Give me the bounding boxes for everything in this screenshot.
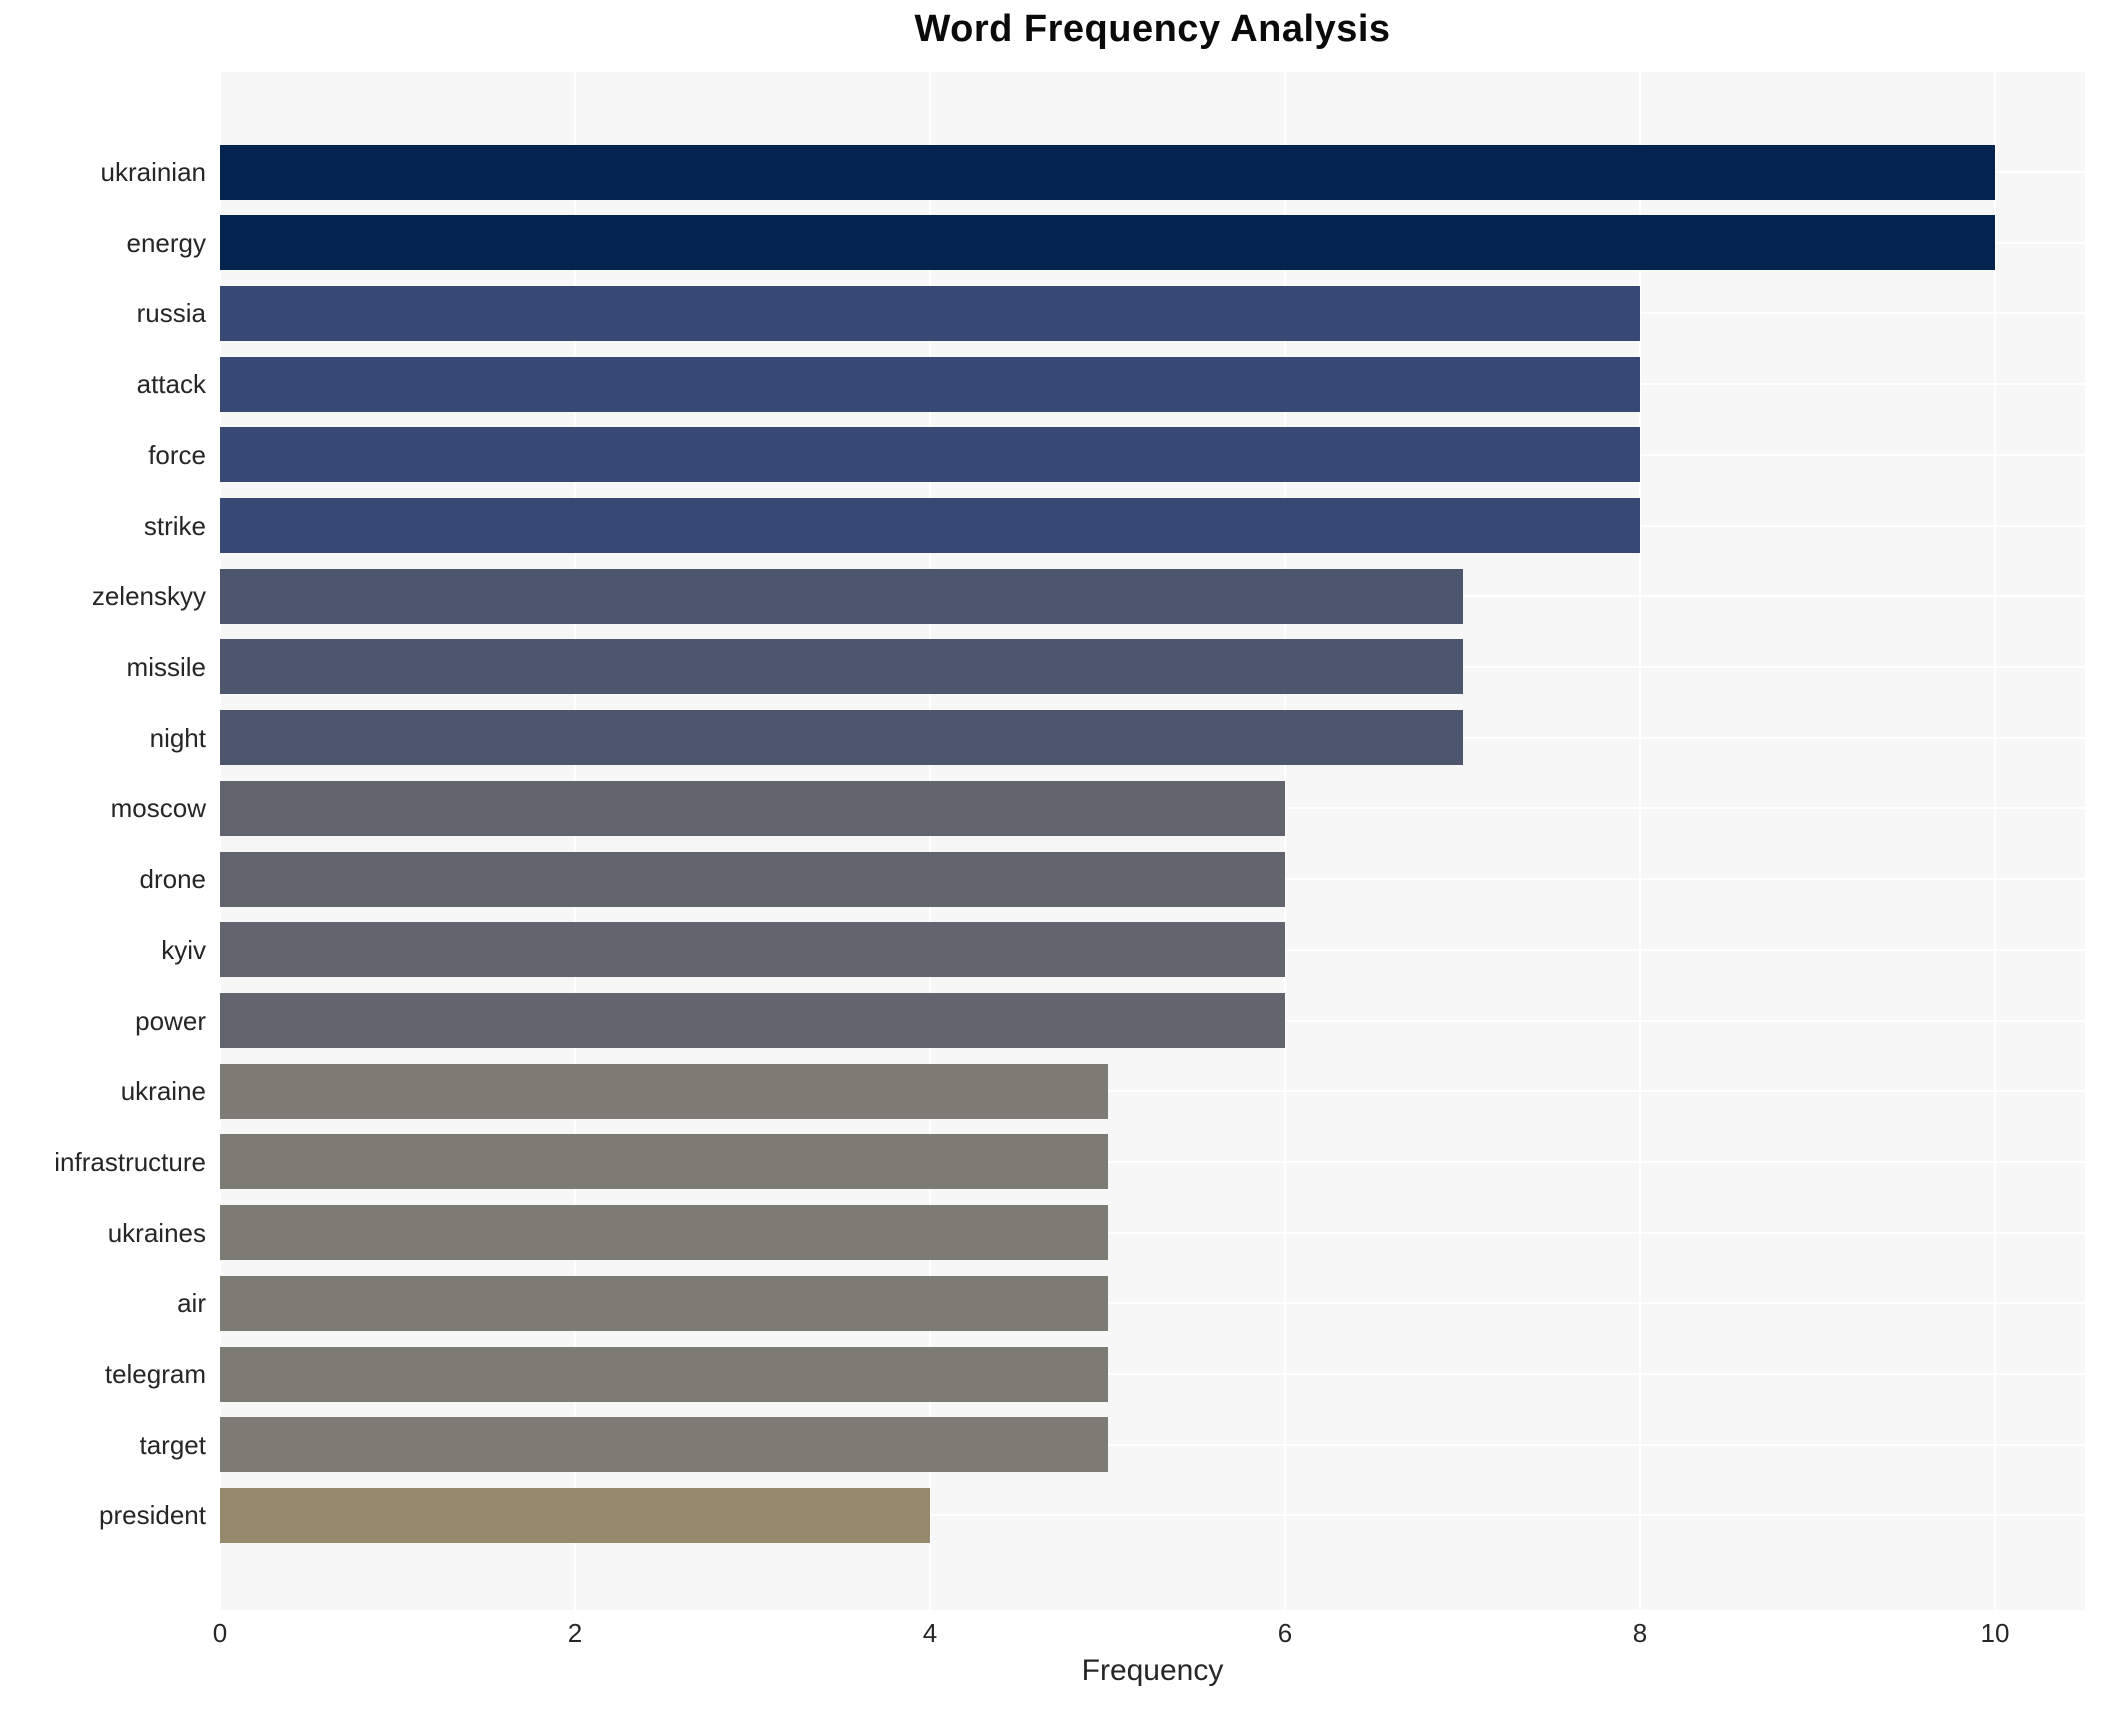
horizontal-gridline [220, 1090, 2085, 1092]
x-tick-label: 6 [1277, 1618, 1293, 1648]
bar-ukraines [220, 1205, 1108, 1260]
bar-missile [220, 639, 1463, 694]
y-tick-label-strike: strike [143, 511, 206, 541]
bar-kyiv [220, 922, 1285, 977]
bar-infrastructure [220, 1134, 1108, 1189]
y-tick-label-infrastructure: infrastructure [54, 1147, 206, 1177]
y-tick-label-ukrainian: ukrainian [100, 157, 206, 187]
horizontal-gridline [220, 1302, 2085, 1304]
y-tick-label-drone: drone [139, 864, 207, 894]
y-tick-label-force: force [148, 440, 206, 470]
x-tick-label: 10 [1980, 1618, 2010, 1648]
horizontal-gridline [220, 1444, 2085, 1446]
bar-president [220, 1488, 930, 1543]
y-tick-label-night: night [149, 723, 206, 753]
horizontal-gridline [220, 1514, 2085, 1516]
y-tick-label-telegram: telegram [104, 1359, 206, 1389]
x-axis-label: Frequency [1081, 1654, 1224, 1687]
bar-ukraine [220, 1064, 1108, 1119]
bar-air [220, 1276, 1108, 1331]
bar-energy [220, 215, 1995, 270]
bar-telegram [220, 1347, 1108, 1402]
bar-ukrainian [220, 145, 1995, 200]
vertical-gridline [1994, 72, 1996, 1610]
bar-moscow [220, 781, 1285, 836]
x-tick-label: 4 [922, 1618, 938, 1648]
y-tick-label-ukraine: ukraine [120, 1076, 206, 1106]
bar-drone [220, 852, 1285, 907]
y-tick-label-moscow: moscow [110, 793, 206, 823]
y-tick-label-energy: energy [126, 228, 207, 258]
bar-russia [220, 286, 1640, 341]
y-tick-label-power: power [135, 1006, 206, 1036]
y-tick-label-russia: russia [136, 298, 206, 328]
bar-zelenskyy [220, 569, 1463, 624]
horizontal-gridline [220, 1373, 2085, 1375]
vertical-gridline [219, 72, 221, 1610]
y-tick-label-kyiv: kyiv [161, 935, 206, 965]
x-tick-label: 0 [212, 1618, 228, 1648]
bar-target [220, 1417, 1108, 1472]
vertical-gridline [574, 72, 576, 1610]
bar-strike [220, 498, 1640, 553]
horizontal-gridline [220, 1161, 2085, 1163]
bar-power [220, 993, 1285, 1048]
bar-attack [220, 357, 1640, 412]
y-tick-label-attack: attack [136, 369, 206, 399]
y-tick-label-president: president [99, 1500, 206, 1530]
vertical-gridline [1639, 72, 1641, 1610]
x-tick-label: 8 [1632, 1618, 1648, 1648]
horizontal-gridline [220, 1232, 2085, 1234]
bar-force [220, 427, 1640, 482]
y-tick-label-zelenskyy: zelenskyy [91, 581, 206, 611]
y-tick-label-air: air [177, 1288, 206, 1318]
y-tick-label-target: target [139, 1430, 207, 1460]
plot-area [219, 72, 2085, 1610]
vertical-gridline [929, 72, 931, 1610]
y-tick-label-ukraines: ukraines [107, 1218, 206, 1248]
bar-night [220, 710, 1463, 765]
vertical-gridline [1284, 72, 1286, 1610]
y-tick-label-missile: missile [126, 652, 206, 682]
chart-title: Word Frequency Analysis [914, 8, 1391, 50]
x-tick-label: 2 [567, 1618, 583, 1648]
